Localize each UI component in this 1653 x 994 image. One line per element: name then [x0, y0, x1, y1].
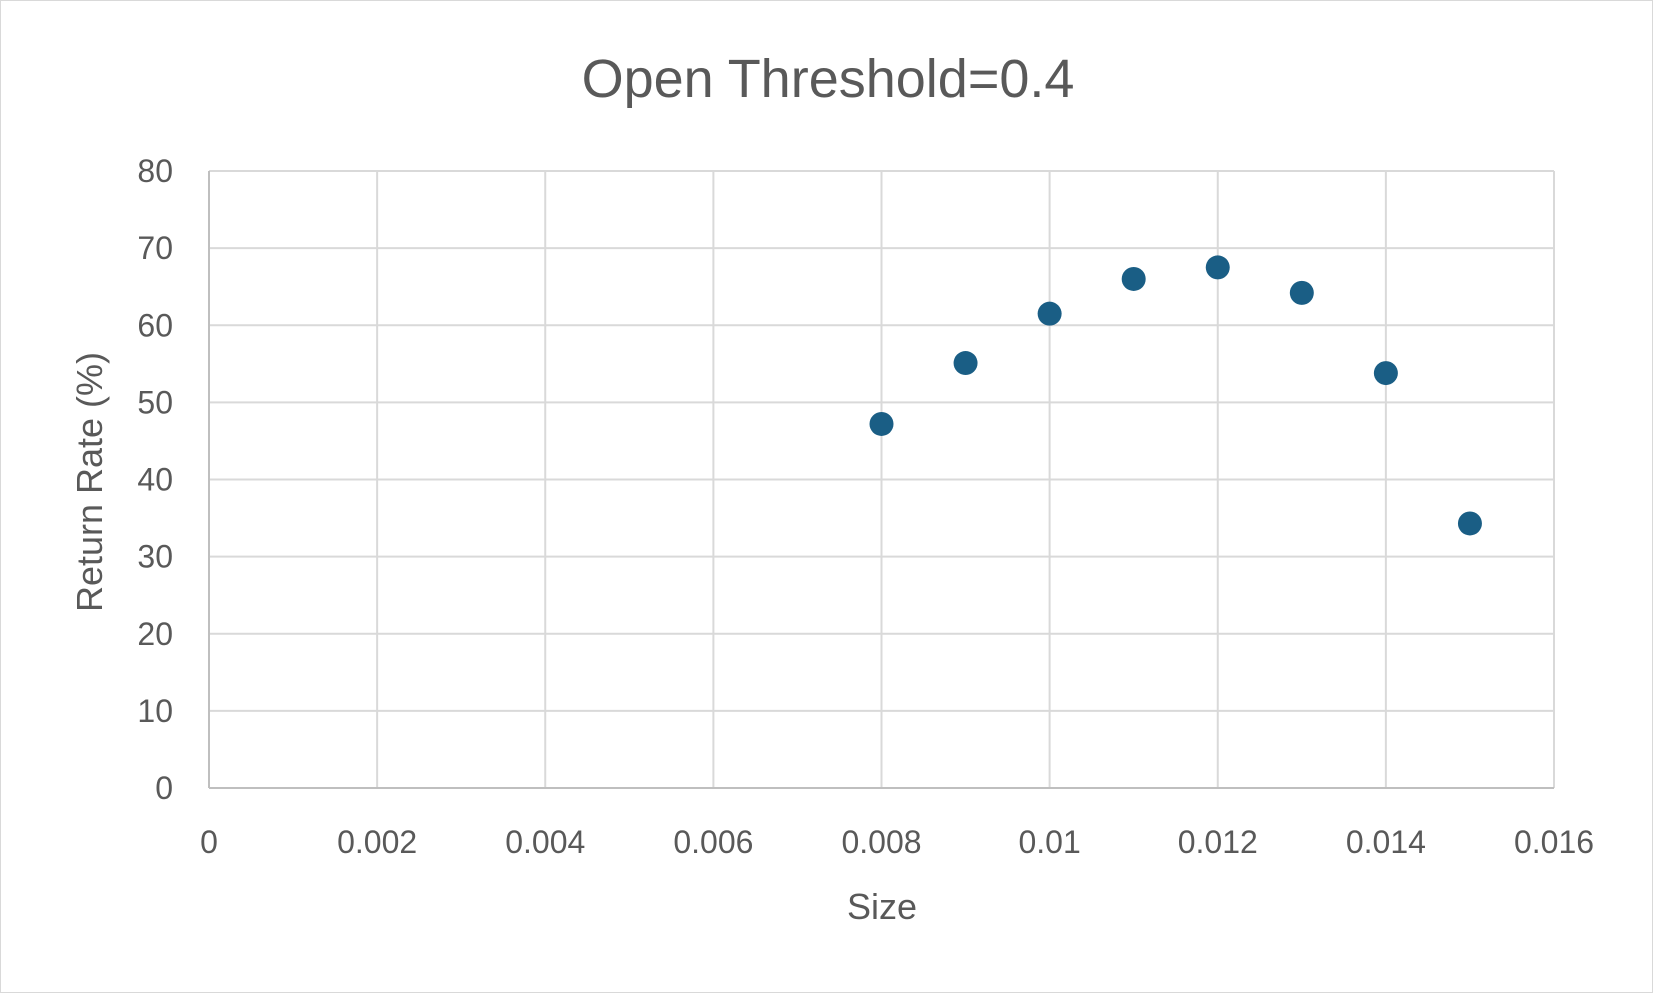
y-tick-label: 60 [137, 307, 173, 343]
x-tick-label: 0.004 [505, 824, 585, 860]
tick-labels: 0 10 20 30 40 50 60 70 80 0 0.002 0.004 0.006 0.008 0.… [137, 153, 1594, 860]
y-tick-label: 0 [155, 770, 173, 806]
chart-title: Open Threshold=0.4 [582, 49, 1075, 109]
data-points [869, 255, 1482, 536]
x-tick-label: 0.008 [841, 824, 921, 860]
y-tick-label: 70 [137, 230, 173, 266]
x-tick-label: 0.002 [337, 824, 417, 860]
y-tick-label: 20 [137, 616, 173, 652]
y-tick-label: 40 [137, 462, 173, 498]
x-tick-label: 0.014 [1346, 824, 1426, 860]
axes [208, 171, 1554, 789]
data-point [1457, 511, 1482, 536]
y-tick-label: 10 [137, 693, 173, 729]
x-tick-label: 0.016 [1514, 824, 1594, 860]
data-point [869, 411, 894, 436]
data-point [1205, 255, 1230, 280]
y-axis-title: Return Rate (%) [69, 352, 110, 612]
x-tick-label: 0 [200, 824, 218, 860]
x-axis-title: Size [847, 886, 917, 927]
y-tick-label: 80 [137, 153, 173, 189]
data-point [1373, 361, 1398, 386]
y-tick-label: 30 [137, 539, 173, 575]
y-tick-label: 50 [137, 384, 173, 420]
data-point [953, 351, 978, 376]
x-tick-label: 0.006 [673, 824, 753, 860]
x-tick-label: 0.01 [1018, 824, 1080, 860]
data-point [1289, 280, 1314, 305]
data-point [1037, 301, 1062, 326]
x-tick-label: 0.012 [1178, 824, 1258, 860]
gridlines [209, 170, 1555, 788]
data-point [1121, 266, 1146, 291]
